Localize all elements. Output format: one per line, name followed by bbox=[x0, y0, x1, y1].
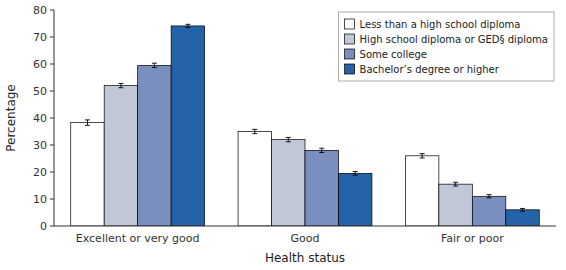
error-bar-stem bbox=[355, 171, 356, 175]
y-tick-label: 70 bbox=[33, 31, 47, 44]
y-tick-label: 80 bbox=[33, 4, 47, 17]
error-bar bbox=[520, 208, 525, 211]
y-tick bbox=[50, 10, 54, 11]
bar bbox=[439, 184, 472, 226]
error-bar-stem bbox=[489, 195, 490, 198]
y-tick-label: 30 bbox=[33, 139, 47, 152]
legend-label: High school diploma or GED§ diploma bbox=[360, 34, 548, 45]
error-bar-cap bbox=[118, 83, 123, 84]
error-bar-cap bbox=[185, 27, 190, 28]
error-bar-cap bbox=[286, 137, 291, 138]
y-axis-label: Percentage bbox=[4, 84, 18, 152]
legend-swatch bbox=[345, 34, 355, 44]
y-tick-label: 0 bbox=[40, 220, 47, 233]
x-tick-label: Excellent or very good bbox=[76, 232, 200, 245]
error-bar-cap bbox=[118, 87, 123, 88]
error-bar bbox=[185, 24, 190, 27]
legend-swatch bbox=[345, 49, 355, 59]
y-tick-label: 50 bbox=[33, 85, 47, 98]
x-axis-label: Health status bbox=[265, 251, 345, 265]
error-bar-cap bbox=[453, 182, 458, 183]
error-bar-cap bbox=[286, 141, 291, 142]
error-bar-cap bbox=[185, 24, 190, 25]
error-bar-cap bbox=[85, 119, 90, 120]
error-bar-cap bbox=[353, 171, 358, 172]
error-bar bbox=[85, 120, 90, 125]
x-axis-line bbox=[54, 226, 556, 227]
error-bar-cap bbox=[252, 133, 257, 134]
bar bbox=[506, 210, 539, 226]
error-bar-cap bbox=[487, 194, 492, 195]
bar bbox=[405, 156, 438, 226]
bar bbox=[305, 150, 338, 226]
error-bar-stem bbox=[187, 24, 188, 27]
error-bar-stem bbox=[288, 137, 289, 141]
y-tick bbox=[50, 37, 54, 38]
legend-label: Some college bbox=[360, 49, 427, 60]
legend-label: Less than a high school diploma bbox=[360, 19, 521, 30]
error-bar bbox=[252, 129, 257, 133]
bar bbox=[138, 65, 171, 226]
error-bar-stem bbox=[120, 83, 121, 87]
error-bar-cap bbox=[152, 63, 157, 64]
error-bar-stem bbox=[455, 182, 456, 186]
error-bar-cap bbox=[520, 211, 525, 212]
bar bbox=[272, 140, 305, 226]
y-tick bbox=[50, 91, 54, 92]
error-bar bbox=[286, 137, 291, 141]
bar bbox=[104, 86, 137, 226]
legend: Less than a high school diploma High scho… bbox=[339, 12, 554, 81]
error-bar-stem bbox=[254, 129, 255, 133]
legend-swatch bbox=[345, 19, 355, 29]
error-bar-cap bbox=[487, 197, 492, 198]
error-bar-cap bbox=[420, 153, 425, 154]
bar bbox=[171, 26, 204, 226]
x-tick-label: Good bbox=[291, 232, 320, 245]
y-tick bbox=[50, 199, 54, 200]
error-bar bbox=[353, 171, 358, 175]
y-tick bbox=[50, 64, 54, 65]
legend-swatch bbox=[345, 64, 355, 74]
error-bar-cap bbox=[252, 129, 257, 130]
error-bar-stem bbox=[87, 120, 88, 125]
x-tick-label: Fair or poor bbox=[441, 232, 504, 245]
error-bar-cap bbox=[520, 208, 525, 209]
error-bar-stem bbox=[321, 148, 322, 152]
y-tick-label: 20 bbox=[33, 166, 47, 179]
y-tick-label: 10 bbox=[33, 193, 47, 206]
y-tick bbox=[50, 172, 54, 173]
error-bar-cap bbox=[420, 157, 425, 158]
error-bar-cap bbox=[85, 125, 90, 126]
y-tick bbox=[50, 118, 54, 119]
error-bar-cap bbox=[353, 175, 358, 176]
y-tick bbox=[50, 145, 54, 146]
legend-label: Bachelor’s degree or higher bbox=[360, 64, 500, 75]
error-bar bbox=[118, 83, 123, 87]
bar bbox=[338, 173, 371, 226]
error-bar-cap bbox=[152, 67, 157, 68]
error-bar-cap bbox=[453, 186, 458, 187]
error-bar-stem bbox=[154, 63, 155, 67]
y-tick bbox=[50, 226, 54, 227]
bar bbox=[71, 123, 104, 226]
error-bar bbox=[152, 63, 157, 67]
error-bar bbox=[453, 182, 458, 186]
chart-svg: 0 10 20 30 40 50 60 70 80 Excellent or very good G… bbox=[0, 0, 566, 270]
bar bbox=[472, 196, 505, 226]
bar bbox=[238, 132, 271, 227]
error-bar bbox=[319, 148, 324, 152]
y-tick-label: 60 bbox=[33, 58, 47, 71]
error-bar bbox=[487, 195, 492, 198]
chart-container: 0 10 20 30 40 50 60 70 80 Excellent or very good G… bbox=[0, 0, 566, 270]
y-tick-label: 40 bbox=[33, 112, 47, 125]
error-bar bbox=[420, 154, 425, 158]
legend-frame bbox=[339, 12, 554, 81]
error-bar-stem bbox=[422, 154, 423, 158]
error-bar-cap bbox=[319, 148, 324, 149]
error-bar-cap bbox=[319, 152, 324, 153]
